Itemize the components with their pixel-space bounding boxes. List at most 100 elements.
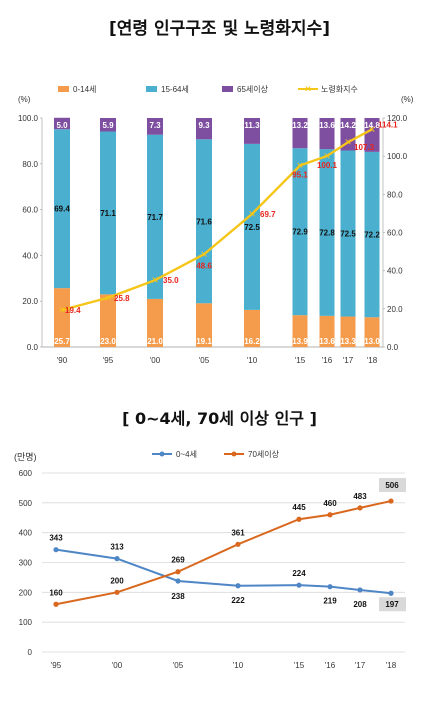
data-label-0: 13.3 — [340, 337, 356, 346]
y-tick-label: 300 — [19, 559, 33, 568]
bar-0-3 — [196, 303, 212, 347]
aging-index-point: ✕ — [368, 124, 376, 134]
series-point-0 — [175, 578, 181, 584]
data-label-2: 14.8 — [364, 121, 380, 130]
data-label-1: 506 — [385, 481, 399, 490]
data-label-1: 72.5 — [244, 223, 260, 232]
bar-2-2 — [147, 118, 163, 135]
bar-0-0 — [54, 288, 70, 347]
data-label-0: 238 — [171, 592, 185, 601]
series-point-1 — [53, 601, 59, 607]
bar-0-8 — [364, 317, 380, 347]
data-label-0: 208 — [353, 600, 367, 609]
bar-0-1 — [100, 294, 116, 347]
x-tick-label: '15 — [295, 356, 306, 365]
data-label-2: 5.9 — [102, 121, 114, 130]
bar-1-2 — [147, 134, 163, 299]
y-tick-label: 600 — [19, 469, 33, 478]
x-tick-label: '10 — [247, 356, 258, 365]
left-tick-label: 40.0 — [22, 251, 38, 260]
legend-label-2: 65세이상 — [237, 84, 269, 94]
data-label-2: 13.6 — [319, 121, 335, 130]
bar-2-1 — [100, 118, 116, 132]
bar-2-5 — [292, 118, 308, 149]
data-label-0: 222 — [231, 596, 245, 605]
x-tick-label: '17 — [355, 661, 366, 670]
aging-index-point: ✕ — [200, 249, 208, 259]
x-tick-label: '16 — [325, 661, 336, 670]
aging-index-label: 25.8 — [114, 294, 130, 303]
aging-index-point: ✕ — [344, 137, 352, 147]
data-label-0: 25.7 — [54, 337, 70, 346]
x-tick-label: '18 — [367, 356, 378, 365]
data-label-1: 269 — [171, 556, 185, 565]
data-label-0: 19.1 — [196, 337, 212, 346]
right-tick-label: 20.0 — [387, 305, 403, 314]
data-label-1: 71.1 — [100, 209, 116, 218]
series-point-0 — [114, 556, 120, 562]
data-label-1: 72.8 — [319, 229, 335, 238]
left-tick-label: 20.0 — [22, 297, 38, 306]
series-point-1 — [175, 569, 181, 575]
x-tick-label: '05 — [173, 661, 184, 670]
bar-0-6 — [319, 315, 335, 347]
y-tick-label: 100 — [19, 618, 33, 627]
data-label-0: 219 — [323, 597, 337, 606]
bar-0-4 — [244, 309, 260, 347]
left-tick-label: 0.0 — [27, 343, 39, 352]
bar-1-0 — [54, 129, 70, 289]
bar-1-4 — [244, 143, 260, 310]
data-label-1: 160 — [49, 588, 63, 597]
data-label-2: 7.3 — [149, 121, 161, 130]
bar-2-0 — [54, 117, 70, 130]
series-point-0 — [327, 584, 333, 590]
aging-index-point: ✕ — [151, 275, 159, 285]
data-label-2: 13.2 — [292, 121, 308, 130]
bar-0-5 — [292, 315, 308, 347]
data-label-0: 343 — [49, 534, 63, 543]
x-tick-label: '05 — [199, 356, 210, 365]
bar-1-8 — [364, 151, 380, 318]
bar-1-1 — [100, 131, 116, 295]
series-point-1 — [235, 541, 241, 547]
left-tick-label: 60.0 — [22, 206, 38, 215]
right-axis-unit: (%) — [401, 95, 414, 104]
bar-1-3 — [196, 139, 212, 304]
aging-index-point: ✕ — [248, 209, 256, 219]
aging-index-point: ✕ — [104, 293, 112, 303]
data-label-0: 13.6 — [319, 337, 335, 346]
series-point-1 — [388, 498, 394, 504]
x-tick-label: '16 — [322, 356, 333, 365]
aging-index-point: ✕ — [296, 161, 304, 171]
x-tick-label: '00 — [150, 356, 161, 365]
right-tick-label: 60.0 — [387, 229, 403, 238]
legend-swatch-2 — [222, 86, 233, 92]
data-label-1: 69.4 — [54, 205, 70, 214]
x-tick-label: '15 — [294, 661, 305, 670]
bar-1-5 — [292, 148, 308, 316]
series-point-0 — [53, 547, 59, 553]
left-axis-unit: (%) — [18, 95, 31, 104]
right-tick-label: 120.0 — [387, 114, 408, 123]
data-label-0: 313 — [110, 543, 124, 552]
data-label-1: 460 — [323, 499, 337, 508]
chart1-title: [연령 인구구조 및 노령화지수] — [109, 19, 330, 39]
right-tick-label: 40.0 — [387, 267, 403, 276]
x-tick-label: '17 — [343, 356, 354, 365]
legend-swatch-0 — [58, 86, 69, 92]
aging-index-point: ✕ — [323, 151, 331, 161]
series-point-0 — [296, 582, 302, 588]
legend-label-3: 노령화지수 — [321, 85, 358, 94]
data-label-1: 445 — [292, 503, 306, 512]
y-axis-unit: (만명) — [14, 452, 37, 462]
data-label-0: 21.0 — [147, 337, 163, 346]
bar-2-3 — [196, 118, 212, 140]
series-point-1 — [327, 512, 333, 518]
y-tick-label: 500 — [19, 499, 33, 508]
legend-label-0: 0~4세 — [176, 450, 197, 459]
legend-label-1: 15-64세 — [161, 85, 189, 94]
aging-index-label: 114.1 — [378, 120, 398, 129]
data-label-2: 5.0 — [56, 121, 68, 130]
chart2-title: [ 0~4세, 70세 이상 인구 ] — [122, 409, 317, 428]
x-tick-label: '95 — [103, 356, 114, 365]
